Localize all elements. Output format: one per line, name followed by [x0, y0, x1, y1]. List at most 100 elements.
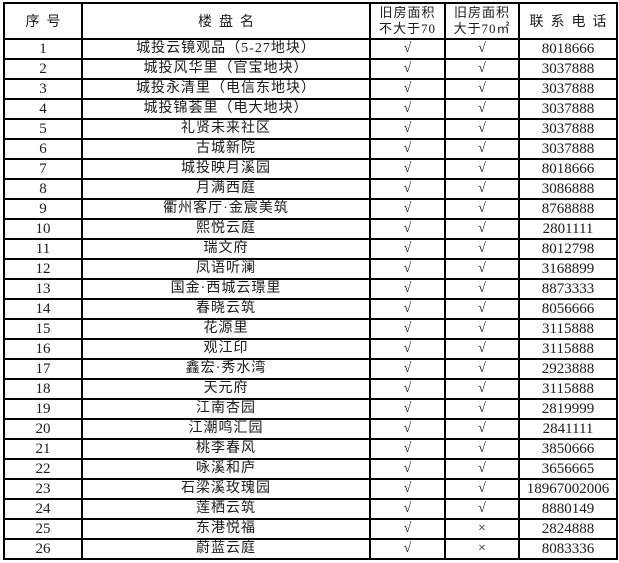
cell-contact-phone: 3086888: [518, 178, 618, 200]
cell-old-area-le-70-mark: √: [369, 38, 446, 60]
cell-serial-number: 20: [3, 418, 83, 440]
cell-old-area-gt-70-mark: √: [444, 398, 520, 420]
cell-serial-number: 19: [3, 398, 83, 420]
cell-serial-number: 6: [3, 138, 83, 160]
table-row: 5 礼贤未来社区 √ √ 3037888: [3, 118, 618, 140]
cell-contact-phone: 2819999: [518, 398, 618, 420]
header-contact-phone: 联系电话: [518, 2, 618, 40]
table-row: 23 石梁溪玫瑰园 √ √ 18967002006: [3, 478, 618, 500]
table-row: 8 月满西庭 √ √ 3086888: [3, 178, 618, 200]
cell-serial-number: 8: [3, 178, 83, 200]
cell-contact-phone: 8018666: [518, 158, 618, 180]
cell-property-name: 蔚蓝云庭: [81, 538, 371, 560]
table-row: 13 国金·西城云璟里 √ √ 8873333: [3, 278, 618, 300]
table-row: 18 天元府 √ √ 3115888: [3, 378, 618, 400]
cell-serial-number: 15: [3, 318, 83, 340]
cell-old-area-le-70-mark: √: [369, 218, 446, 240]
cell-property-name: 城投锦荟里（电大地块）: [81, 98, 371, 120]
cell-old-area-gt-70-mark: √: [444, 378, 520, 400]
cell-property-name: 江南杏园: [81, 398, 371, 420]
cell-old-area-le-70-mark: √: [369, 358, 446, 380]
cell-old-area-gt-70-mark: √: [444, 438, 520, 460]
cell-property-name: 东港悦福: [81, 518, 371, 540]
cell-contact-phone: 3115888: [518, 378, 618, 400]
cell-contact-phone: 18967002006: [518, 478, 618, 500]
cell-old-area-gt-70-mark: √: [444, 298, 520, 320]
cell-serial-number: 10: [3, 218, 83, 240]
cell-old-area-gt-70-mark: √: [444, 98, 520, 120]
cell-old-area-gt-70-mark: √: [444, 338, 520, 360]
cell-serial-number: 4: [3, 98, 83, 120]
cell-serial-number: 14: [3, 298, 83, 320]
cell-old-area-le-70-mark: √: [369, 58, 446, 80]
cell-serial-number: 17: [3, 358, 83, 380]
cell-old-area-gt-70-mark: √: [444, 38, 520, 60]
table-row: 4 城投锦荟里（电大地块） √ √ 3037888: [3, 98, 618, 120]
cell-old-area-le-70-mark: √: [369, 378, 446, 400]
cell-contact-phone: 2824888: [518, 518, 618, 540]
cell-old-area-le-70-mark: √: [369, 238, 446, 260]
cell-old-area-le-70-mark: √: [369, 158, 446, 180]
cell-old-area-le-70-mark: √: [369, 298, 446, 320]
header-old-area-gt-70: 旧房面积 大于70㎡: [444, 2, 520, 40]
cell-serial-number: 23: [3, 478, 83, 500]
cell-old-area-gt-70-mark: √: [444, 278, 520, 300]
table-row: 14 春晓云筑 √ √ 8056666: [3, 298, 618, 320]
header-old-area-le-70-line1: 旧房面积: [379, 5, 436, 20]
cell-old-area-le-70-mark: √: [369, 438, 446, 460]
cell-serial-number: 2: [3, 58, 83, 80]
cell-contact-phone: 3168899: [518, 258, 618, 280]
cell-contact-phone: 2841111: [518, 418, 618, 440]
cell-old-area-gt-70-mark: √: [444, 258, 520, 280]
cell-serial-number: 18: [3, 378, 83, 400]
cell-contact-phone: 8880149: [518, 498, 618, 520]
cell-old-area-le-70-mark: √: [369, 478, 446, 500]
cell-old-area-le-70-mark: √: [369, 178, 446, 200]
cell-property-name: 莲栖云筑: [81, 498, 371, 520]
cell-serial-number: 7: [3, 158, 83, 180]
table-row: 11 瑞文府 √ √ 8012798: [3, 238, 618, 260]
cell-old-area-gt-70-mark: √: [444, 118, 520, 140]
cell-property-name: 瑞文府: [81, 238, 371, 260]
cell-property-name: 花源里: [81, 318, 371, 340]
cell-property-name: 城投映月溪园: [81, 158, 371, 180]
cell-contact-phone: 8083336: [518, 538, 618, 560]
cell-old-area-gt-70-mark: ×: [444, 518, 520, 540]
cell-contact-phone: 8018666: [518, 38, 618, 60]
cell-old-area-gt-70-mark: √: [444, 58, 520, 80]
cell-contact-phone: 2801111: [518, 218, 618, 240]
cell-contact-phone: 3037888: [518, 138, 618, 160]
cell-contact-phone: 3037888: [518, 58, 618, 80]
cell-old-area-gt-70-mark: √: [444, 358, 520, 380]
cell-contact-phone: 3850666: [518, 438, 618, 460]
cell-serial-number: 22: [3, 458, 83, 480]
cell-old-area-gt-70-mark: √: [444, 458, 520, 480]
cell-property-name: 咏溪和庐: [81, 458, 371, 480]
header-old-area-gt-70-line2: 大于70㎡: [453, 21, 511, 36]
cell-property-name: 月满西庭: [81, 178, 371, 200]
table-row: 9 衢州客厅·金宸美筑 √ √ 8768888: [3, 198, 618, 220]
table-row: 16 观江印 √ √ 3115888: [3, 338, 618, 360]
table-row: 10 熙悦云庭 √ √ 2801111: [3, 218, 618, 240]
table-row: 7 城投映月溪园 √ √ 8018666: [3, 158, 618, 180]
cell-contact-phone: 3037888: [518, 78, 618, 100]
cell-contact-phone: 3037888: [518, 118, 618, 140]
cell-old-area-gt-70-mark: √: [444, 138, 520, 160]
cell-old-area-gt-70-mark: √: [444, 198, 520, 220]
cell-old-area-le-70-mark: √: [369, 118, 446, 140]
cell-serial-number: 13: [3, 278, 83, 300]
header-serial-number: 序号: [3, 2, 83, 40]
header-old-area-le-70: 旧房面积 不大于70: [369, 2, 446, 40]
cell-property-name: 桃李春风: [81, 438, 371, 460]
cell-old-area-gt-70-mark: √: [444, 78, 520, 100]
table-row: 19 江南杏园 √ √ 2819999: [3, 398, 618, 420]
cell-old-area-le-70-mark: √: [369, 198, 446, 220]
cell-property-name: 城投风华里（官宝地块）: [81, 58, 371, 80]
cell-property-name: 鑫宏·秀水湾: [81, 358, 371, 380]
cell-property-name: 观江印: [81, 338, 371, 360]
cell-serial-number: 5: [3, 118, 83, 140]
cell-serial-number: 11: [3, 238, 83, 260]
table-row: 2 城投风华里（官宝地块） √ √ 3037888: [3, 58, 618, 80]
table-row: 15 花源里 √ √ 3115888: [3, 318, 618, 340]
